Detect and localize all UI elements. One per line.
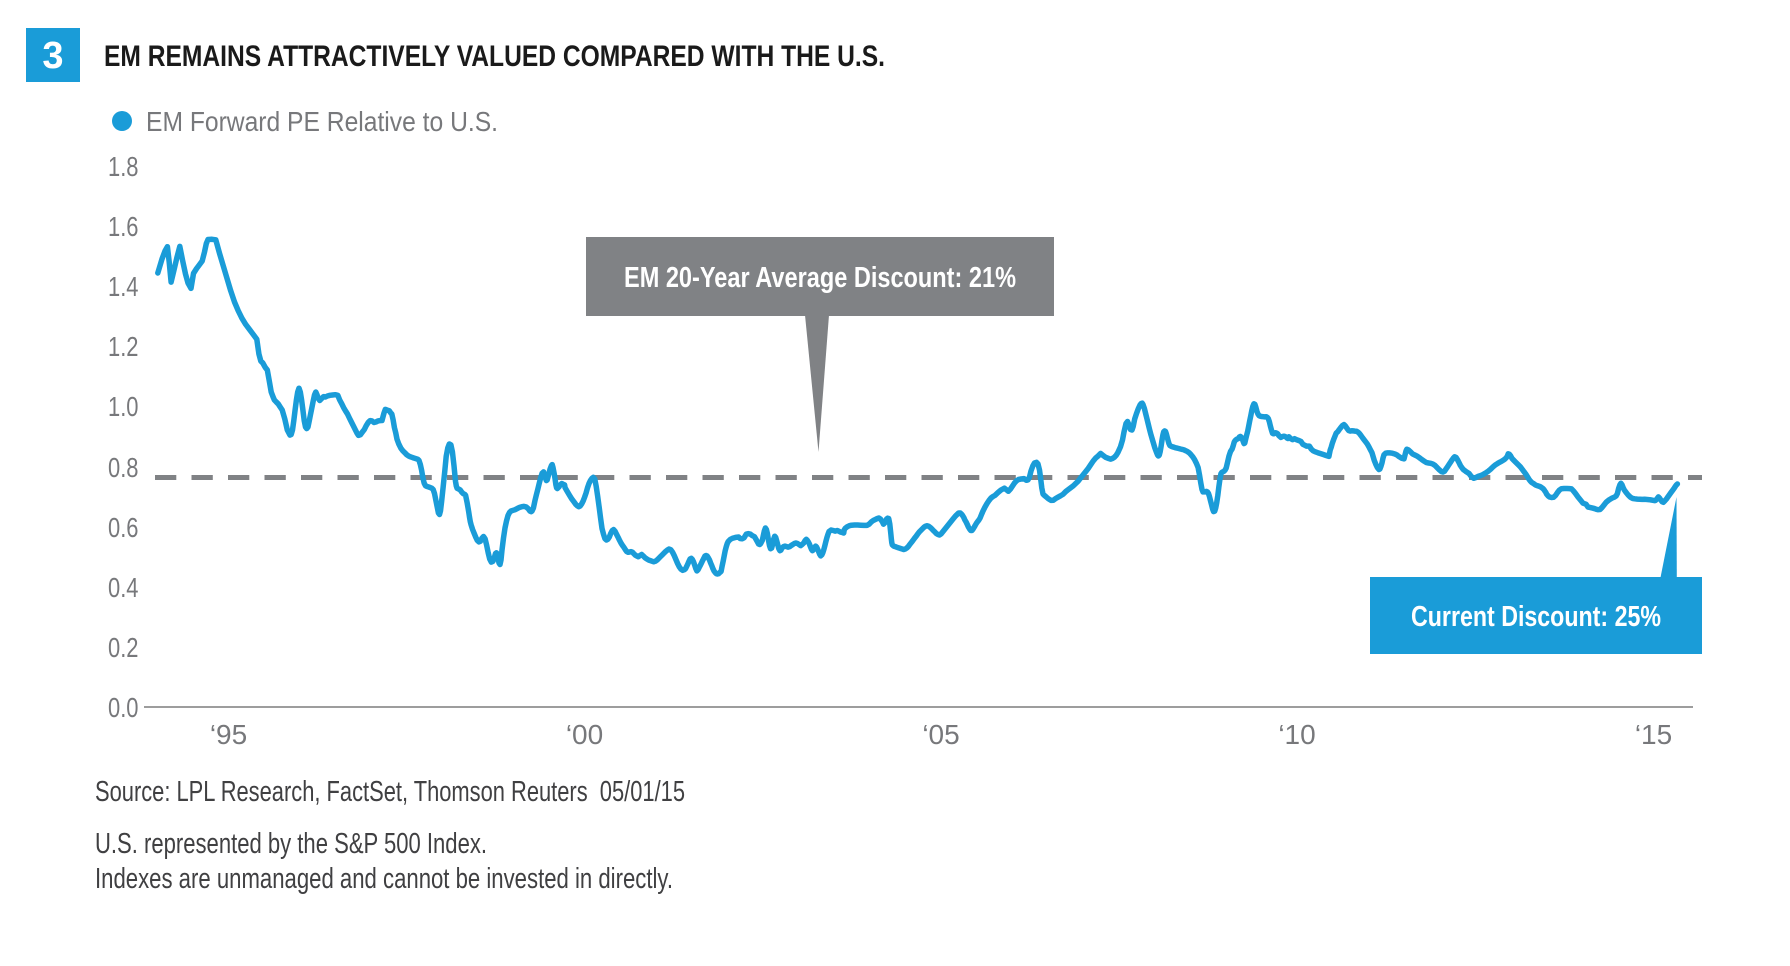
svg-text:0.4: 0.4 bbox=[108, 572, 139, 603]
svg-text:‘95: ‘95 bbox=[210, 719, 247, 750]
svg-text:Indexes are unmanaged and cann: Indexes are unmanaged and cannot be inve… bbox=[95, 863, 673, 895]
svg-text:‘15: ‘15 bbox=[1635, 719, 1672, 750]
svg-text:U.S. represented by the S&P 50: U.S. represented by the S&P 500 Index. bbox=[95, 828, 487, 860]
svg-text:1.6: 1.6 bbox=[108, 211, 139, 242]
svg-text:1.4: 1.4 bbox=[108, 271, 139, 302]
svg-text:1.0: 1.0 bbox=[108, 391, 139, 422]
svg-text:0.0: 0.0 bbox=[108, 692, 139, 723]
svg-text:0.6: 0.6 bbox=[108, 512, 139, 543]
svg-text:1.2: 1.2 bbox=[108, 331, 139, 362]
svg-text:1.8: 1.8 bbox=[108, 151, 139, 182]
svg-text:Source: LPL Research, FactSet,: Source: LPL Research, FactSet, Thomson R… bbox=[95, 776, 685, 808]
svg-text:EM 20-Year Average Discount: 2: EM 20-Year Average Discount: 21% bbox=[624, 262, 1016, 294]
svg-text:Current Discount: 25%: Current Discount: 25% bbox=[1411, 601, 1661, 633]
svg-text:EM Forward PE Relative to U.S.: EM Forward PE Relative to U.S. bbox=[146, 106, 498, 137]
svg-text:EM REMAINS ATTRACTIVELY VALUED: EM REMAINS ATTRACTIVELY VALUED COMPARED … bbox=[104, 40, 885, 73]
svg-text:‘10: ‘10 bbox=[1278, 719, 1315, 750]
svg-text:‘00: ‘00 bbox=[566, 719, 603, 750]
svg-text:‘05: ‘05 bbox=[922, 719, 959, 750]
svg-text:3: 3 bbox=[42, 35, 63, 77]
svg-text:0.2: 0.2 bbox=[108, 632, 139, 663]
svg-text:0.8: 0.8 bbox=[108, 452, 139, 483]
